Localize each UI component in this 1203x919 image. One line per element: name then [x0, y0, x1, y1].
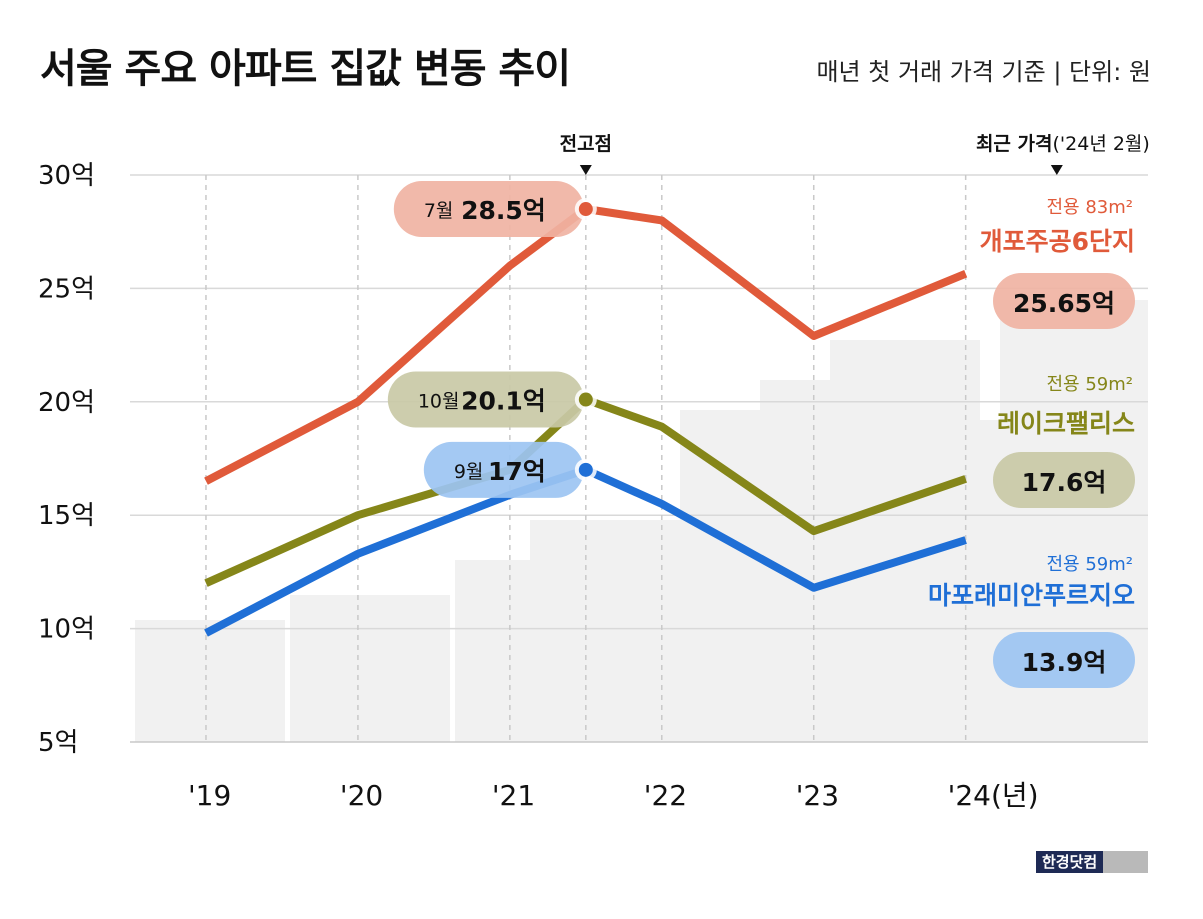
background-building: [530, 520, 680, 742]
publisher-logo: 한경닷컴: [1036, 851, 1148, 873]
recent-marker-date: ('24년 2월): [1053, 133, 1150, 155]
peak-value-label: 28.5억: [461, 196, 546, 225]
peak-bubble-bg: [387, 371, 584, 428]
recent-value-bubble: [993, 632, 1135, 688]
y-tick-label: 5억: [38, 728, 78, 758]
peak-bubble-bg: [423, 441, 584, 498]
x-tick-label: '23: [796, 779, 839, 812]
peak-value-label: 17억: [488, 457, 546, 486]
legend-series-name: 개포주공6단지: [980, 227, 1135, 256]
y-axis-labels: 5억 10억 15억 20억 25억 30억: [38, 161, 95, 758]
x-tick-label: '19: [188, 779, 231, 812]
x-tick-label: '22: [644, 779, 687, 812]
background-building: [290, 595, 450, 742]
chart-gridlines: [130, 174, 1148, 743]
peak-dot: [578, 462, 593, 477]
recent-marker-bold: 최근 가격: [976, 133, 1053, 155]
legend-size-label: 전용 59m²: [1047, 374, 1134, 395]
chart-background: [135, 300, 1148, 742]
peak-bubble-개포주공6단지: 7월 28.5억: [393, 181, 597, 238]
recent-marker-arrow: [1050, 165, 1063, 175]
legend-레이크팰리스: 전용 59m² 레이크팰리스 17.6억: [993, 374, 1135, 508]
top-markers: 전고점 최근 가격('24년 2월): [560, 133, 1150, 175]
peak-month-label: 10월: [418, 391, 460, 413]
peak-dot: [578, 392, 593, 407]
legend-series-name: 레이크팰리스: [997, 409, 1135, 438]
peak-bubbles: 7월 28.5억 10월 20.1억 9월 17억: [387, 181, 597, 498]
legend-마포래미안푸르지오: 전용 59m² 마포래미안푸르지오 13.9억: [928, 554, 1135, 688]
legend-series-name: 마포래미안푸르지오: [928, 581, 1135, 610]
peak-month-label: 7월: [424, 200, 454, 222]
peak-month-label: 9월: [454, 461, 484, 483]
y-tick-label: 25억: [38, 274, 95, 304]
background-building: [135, 620, 285, 742]
recent-value-bubble: [993, 273, 1135, 329]
peak-bubble-bg: [393, 181, 584, 238]
logo-bar: [1103, 851, 1148, 873]
recent-value-label: 13.9억: [1022, 648, 1107, 677]
legend-size-label: 전용 59m²: [1047, 554, 1134, 575]
peak-dot: [578, 202, 593, 217]
chart-subtitle: 매년 첫 거래 가격 기준 | 단위: 원: [816, 58, 1151, 86]
logo-text: 한경닷컴: [1036, 851, 1104, 873]
peak-bubble-마포래미안푸르지오: 9월 17억: [423, 441, 597, 498]
y-tick-label: 10억: [38, 615, 95, 645]
recent-value-label: 17.6억: [1022, 468, 1107, 497]
peak-marker-label: 전고점: [560, 133, 612, 155]
x-tick-label: '21: [492, 779, 535, 812]
recent-value-label: 25.65억: [1013, 289, 1115, 318]
peak-bubble-레이크팰리스: 10월 20.1억: [387, 371, 597, 428]
y-tick-label: 30억: [38, 161, 95, 191]
recent-value-bubble: [993, 452, 1135, 508]
x-axis-labels: '19 '20 '21 '22 '23 '24(년): [188, 779, 1039, 812]
chart-title: 서울 주요 아파트 집값 변동 추이: [40, 46, 571, 92]
x-tick-label: '24(년): [948, 779, 1039, 812]
peak-marker-arrow: [579, 165, 592, 175]
peak-value-label: 20.1억: [461, 387, 546, 416]
recent-marker-label: 최근 가격('24년 2월): [976, 133, 1150, 155]
y-tick-label: 20억: [38, 388, 95, 418]
x-tick-label: '20: [340, 779, 383, 812]
legend-size-label: 전용 83m²: [1047, 197, 1134, 218]
legend-개포주공6단지: 전용 83m² 개포주공6단지 25.65억: [980, 197, 1135, 329]
y-tick-label: 15억: [38, 501, 95, 531]
